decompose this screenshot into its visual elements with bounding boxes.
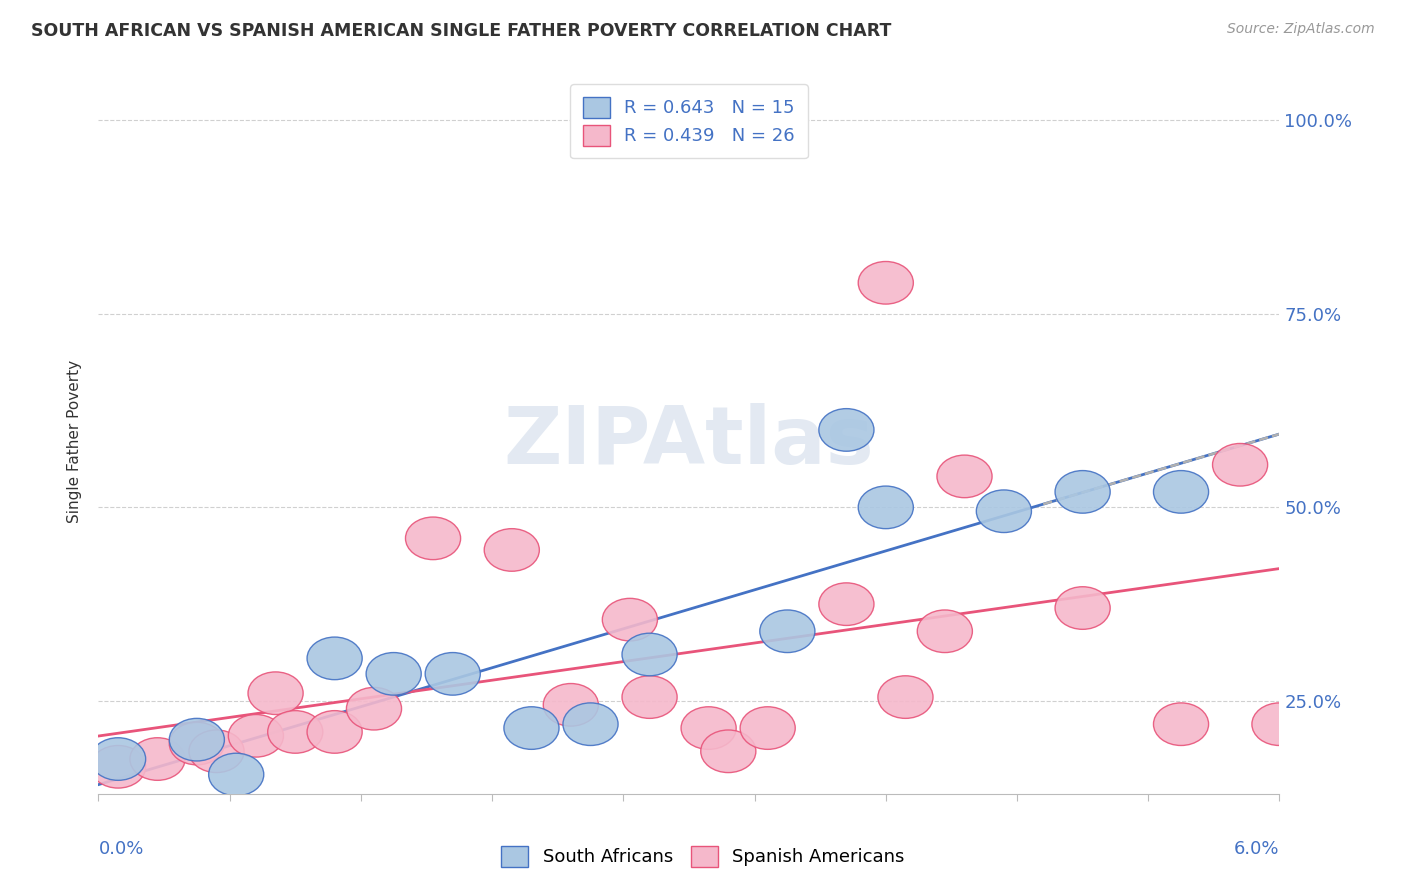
Ellipse shape bbox=[621, 676, 678, 718]
Legend: South Africans, Spanish Americans: South Africans, Spanish Americans bbox=[494, 838, 912, 874]
Text: Source: ZipAtlas.com: Source: ZipAtlas.com bbox=[1227, 22, 1375, 37]
Ellipse shape bbox=[228, 714, 284, 757]
Ellipse shape bbox=[602, 599, 658, 641]
Text: 0.0%: 0.0% bbox=[98, 839, 143, 858]
Text: ZIPAtlas: ZIPAtlas bbox=[503, 402, 875, 481]
Ellipse shape bbox=[90, 738, 146, 780]
Ellipse shape bbox=[818, 582, 875, 625]
Ellipse shape bbox=[917, 610, 973, 653]
Ellipse shape bbox=[169, 718, 225, 761]
Ellipse shape bbox=[307, 637, 363, 680]
Ellipse shape bbox=[484, 529, 540, 571]
Ellipse shape bbox=[858, 486, 914, 529]
Ellipse shape bbox=[877, 676, 934, 718]
Ellipse shape bbox=[562, 703, 619, 746]
Ellipse shape bbox=[700, 730, 756, 772]
Ellipse shape bbox=[307, 711, 363, 753]
Ellipse shape bbox=[543, 683, 599, 726]
Y-axis label: Single Father Poverty: Single Father Poverty bbox=[67, 360, 83, 523]
Ellipse shape bbox=[267, 711, 323, 753]
Ellipse shape bbox=[405, 517, 461, 559]
Ellipse shape bbox=[936, 455, 993, 498]
Ellipse shape bbox=[759, 610, 815, 653]
Legend: R = 0.643   N = 15, R = 0.439   N = 26: R = 0.643 N = 15, R = 0.439 N = 26 bbox=[571, 84, 807, 159]
Ellipse shape bbox=[247, 672, 304, 714]
Ellipse shape bbox=[503, 706, 560, 749]
Ellipse shape bbox=[346, 688, 402, 730]
Ellipse shape bbox=[1054, 587, 1111, 630]
Ellipse shape bbox=[188, 730, 245, 772]
Text: 6.0%: 6.0% bbox=[1234, 839, 1279, 858]
Ellipse shape bbox=[1153, 471, 1209, 513]
Ellipse shape bbox=[858, 261, 914, 304]
Ellipse shape bbox=[169, 723, 225, 764]
Ellipse shape bbox=[818, 409, 875, 451]
Ellipse shape bbox=[1212, 443, 1268, 486]
Ellipse shape bbox=[90, 746, 146, 788]
Text: SOUTH AFRICAN VS SPANISH AMERICAN SINGLE FATHER POVERTY CORRELATION CHART: SOUTH AFRICAN VS SPANISH AMERICAN SINGLE… bbox=[31, 22, 891, 40]
Ellipse shape bbox=[1251, 703, 1308, 746]
Ellipse shape bbox=[621, 633, 678, 676]
Ellipse shape bbox=[425, 653, 481, 695]
Ellipse shape bbox=[1054, 471, 1111, 513]
Ellipse shape bbox=[129, 738, 186, 780]
Ellipse shape bbox=[681, 706, 737, 749]
Ellipse shape bbox=[366, 653, 422, 695]
Ellipse shape bbox=[1153, 703, 1209, 746]
Ellipse shape bbox=[976, 490, 1032, 533]
Ellipse shape bbox=[208, 753, 264, 796]
Ellipse shape bbox=[740, 706, 796, 749]
